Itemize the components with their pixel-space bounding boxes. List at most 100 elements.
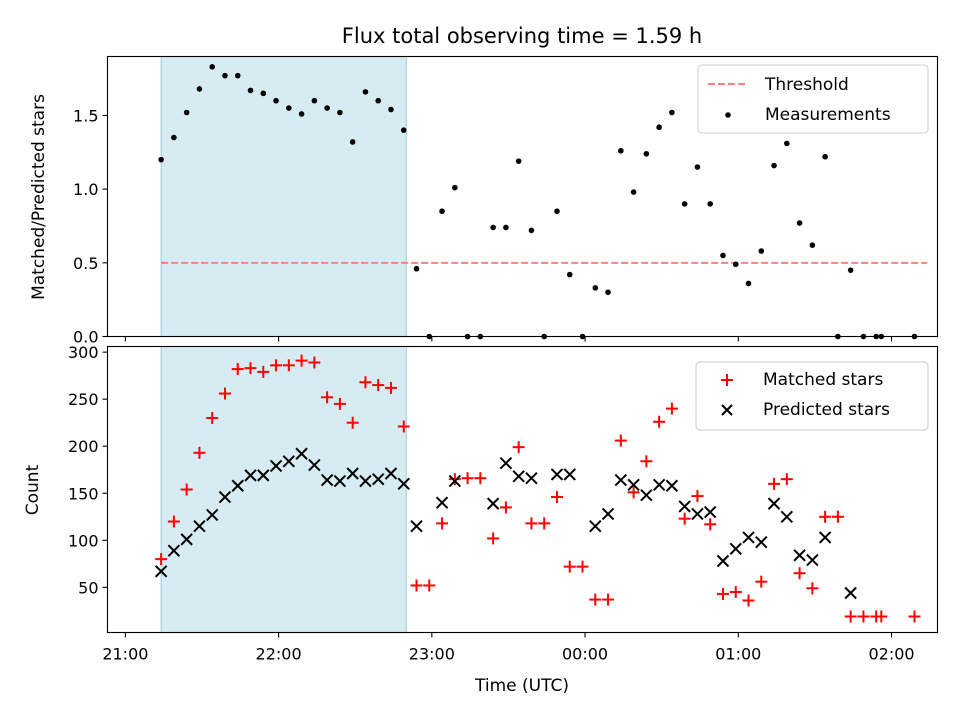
measurement-point	[847, 267, 854, 273]
predicted-star-point	[257, 469, 270, 482]
legend-measurements-swatch	[725, 112, 731, 118]
bottom-yticks: 50 100 150 200 250 300	[68, 343, 108, 597]
predicted-star-point	[499, 456, 513, 470]
matched-star-point	[780, 473, 793, 486]
matched-star-point	[844, 610, 857, 623]
matched-star-point	[614, 434, 627, 447]
predicted-star-point	[295, 447, 308, 460]
predicted-star-point	[704, 505, 717, 519]
predicted-star-point	[767, 497, 781, 510]
matched-star-point	[487, 532, 500, 545]
matched-star-point	[563, 560, 576, 573]
bottom-ytick-label: 200	[68, 437, 99, 456]
top-ytick-label: 1.0	[73, 180, 98, 199]
chart-title: Flux total observing time = 1.59 h	[342, 24, 702, 48]
predicted-star-point	[550, 468, 564, 481]
measurement-point	[286, 105, 292, 111]
measurement-point	[400, 127, 407, 133]
bottom-frame	[106, 345, 939, 634]
predicted-star-point	[448, 474, 462, 488]
matched-star-point	[538, 517, 551, 530]
top-ytick-label: 0.0	[73, 328, 98, 347]
predicted-star-point	[384, 467, 398, 480]
predicted-star-point	[282, 455, 296, 468]
matched-star-point	[206, 412, 219, 424]
matched-star-point	[372, 379, 385, 392]
predicted-star-point	[818, 531, 832, 544]
matched-star-point	[346, 416, 359, 429]
measurement-point	[720, 252, 726, 259]
matched-star-point	[397, 420, 410, 433]
legend-predicted-swatch	[721, 404, 733, 416]
measurement-point	[681, 201, 688, 207]
bottom-shaded-span	[160, 346, 407, 633]
measurement-point	[196, 86, 203, 92]
measurement-point	[273, 97, 279, 104]
measurement-point	[209, 64, 216, 70]
matched-star-point	[308, 356, 321, 369]
measurement-point	[503, 224, 509, 231]
xtick-label: 00:00	[562, 645, 608, 664]
matched-star-point	[423, 579, 436, 592]
xtick-label: 22:00	[256, 645, 302, 664]
measurement-point	[349, 139, 356, 145]
measurement-point	[183, 109, 190, 116]
matched-star-point	[155, 553, 168, 566]
matched-star-point	[270, 359, 283, 372]
matched-star-point	[716, 587, 729, 600]
predicted-star-point	[755, 535, 768, 549]
measurement-point	[605, 289, 611, 296]
predicted-star-point	[486, 497, 500, 510]
predicted-star-point	[435, 496, 449, 509]
predicted-star-point	[269, 459, 283, 473]
legend-measurements-label: Measurements	[765, 105, 891, 125]
matched-star-point	[448, 473, 461, 486]
measurement-point	[171, 134, 177, 141]
matched-star-point	[499, 501, 512, 514]
matched-star-point	[665, 402, 678, 415]
matched-star-point	[576, 560, 589, 573]
measurement-point	[298, 111, 305, 117]
matched-star-point	[550, 491, 563, 504]
matched-star-point	[653, 415, 666, 428]
bottom-ytick-label: 300	[68, 343, 99, 362]
legend-matched-label: Matched stars	[763, 370, 883, 390]
measurement-point	[234, 72, 241, 79]
top-ylabel: Matched/Predicted stars	[29, 94, 49, 300]
matched-star-point	[691, 490, 704, 503]
predicted-star-point	[154, 565, 168, 578]
matched-star-point	[857, 610, 870, 623]
matched-star-point	[627, 486, 640, 499]
predicted-star-point	[716, 554, 730, 568]
predicted-star-point	[780, 510, 794, 523]
measurement-point	[158, 156, 164, 163]
matched-star-point	[321, 391, 334, 404]
matched-star-point	[589, 593, 602, 606]
predicted-star-point	[346, 467, 359, 480]
measurement-point	[247, 87, 254, 94]
top-panel: 0.0 0.5 1.0 1.5 Matched/Predicted stars Thr…	[29, 55, 939, 347]
predicted-star-point	[563, 468, 576, 481]
matched-star-point	[410, 579, 423, 592]
measurement-points	[158, 64, 918, 340]
top-frame	[106, 55, 939, 338]
matched-star-point	[461, 472, 474, 485]
legend-matched-swatch	[721, 374, 733, 386]
matched-star-point	[755, 575, 768, 588]
predicted-star-point	[206, 508, 219, 522]
predicted-star-point	[180, 533, 193, 546]
predicted-star-point	[691, 507, 704, 521]
matched-star-point	[474, 472, 487, 485]
predicted-star-point	[640, 488, 653, 502]
measurement-point	[656, 124, 662, 131]
matched-star-point	[640, 455, 653, 468]
bottom-ytick-label: 50	[78, 578, 98, 597]
measurement-point	[324, 105, 330, 111]
top-yticks: 0.0 0.5 1.0 1.5	[73, 106, 108, 347]
bottom-xticks: 21:00 22:00 23:00 00:00 01:00 02:00	[102, 632, 915, 664]
bottom-legend: Matched stars Predicted stars	[695, 361, 929, 431]
predicted-star-point	[793, 549, 806, 562]
measurement-point	[362, 89, 369, 95]
matched-star-point	[359, 376, 372, 389]
